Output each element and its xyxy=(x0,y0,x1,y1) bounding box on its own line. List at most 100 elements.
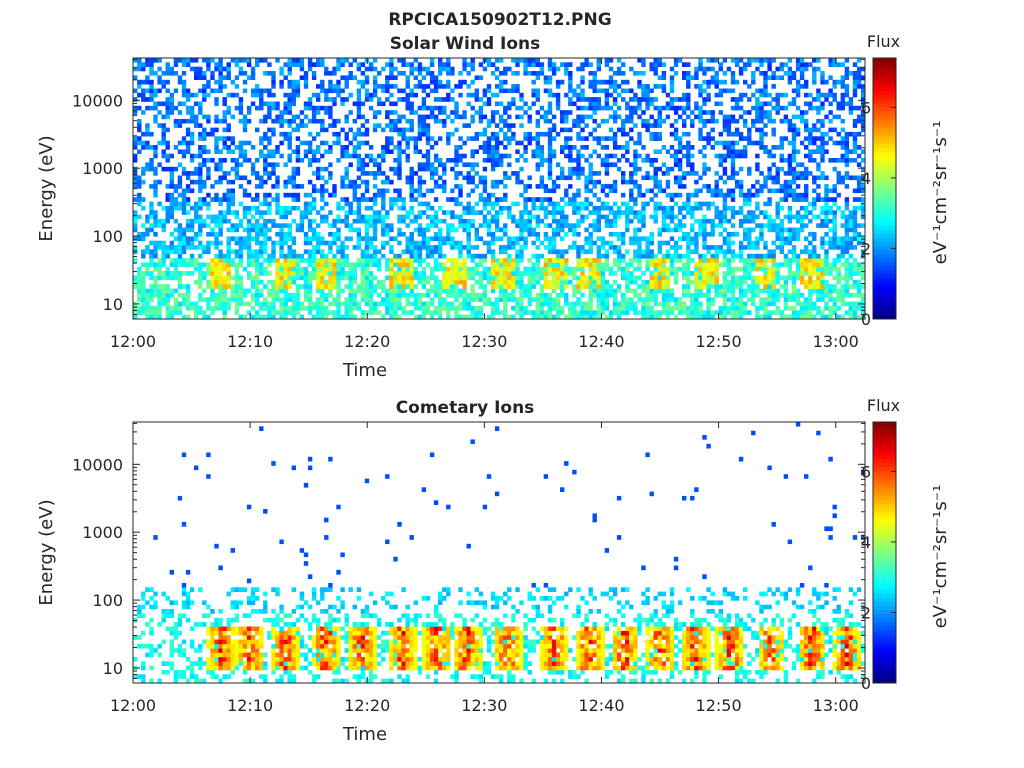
heatmap-cell xyxy=(446,279,451,285)
heatmap-cell xyxy=(722,114,728,120)
heatmap-cell xyxy=(527,114,532,120)
heatmap-cell xyxy=(718,175,723,181)
heatmap-cell xyxy=(145,123,150,128)
heatmap-cell xyxy=(694,262,699,268)
heatmap-cell xyxy=(482,88,488,94)
heatmap-cell xyxy=(462,140,467,146)
heatmap-cell xyxy=(316,301,321,307)
heatmap-cell xyxy=(633,258,638,263)
heatmap-cell xyxy=(539,205,545,211)
heatmap-cell xyxy=(316,245,321,250)
heatmap-cell xyxy=(494,284,500,289)
heatmap-cell xyxy=(307,179,313,185)
heatmap-cell xyxy=(149,310,154,315)
heatmap-cell xyxy=(690,310,695,315)
heatmap-cell xyxy=(173,205,179,211)
heatmap-cell xyxy=(425,262,431,268)
heatmap-cell xyxy=(311,236,317,241)
heatmap-cell xyxy=(409,127,414,133)
heatmap-cell xyxy=(234,145,240,150)
heatmap-cell xyxy=(645,240,650,246)
heatmap-cell xyxy=(368,153,374,159)
heatmap-cell xyxy=(377,301,382,307)
heatmap-cell xyxy=(356,127,362,133)
heatmap-cell xyxy=(612,292,618,298)
heatmap-cell xyxy=(328,105,333,111)
heatmap-cell xyxy=(438,71,443,76)
heatmap-cell xyxy=(275,118,280,124)
heatmap-cell xyxy=(417,166,423,172)
heatmap-cell xyxy=(686,305,691,311)
heatmap-cell xyxy=(555,232,561,237)
heatmap-cell xyxy=(234,75,240,80)
heatmap-cell xyxy=(364,232,370,237)
heatmap-cell xyxy=(478,175,484,181)
heatmap-cell xyxy=(458,240,463,246)
heatmap-cell xyxy=(690,297,695,302)
heatmap-cell xyxy=(226,258,231,263)
heatmap-cell xyxy=(637,153,642,159)
heatmap-cell xyxy=(348,266,353,272)
heatmap-cell xyxy=(385,62,390,67)
heatmap-cell xyxy=(405,127,410,133)
heatmap-cell xyxy=(470,149,475,154)
heatmap-cell xyxy=(523,223,528,228)
heatmap-cell xyxy=(677,136,683,141)
heatmap-cell xyxy=(263,284,268,289)
heatmap-cell xyxy=(372,162,378,168)
heatmap-cell xyxy=(503,258,508,263)
heatmap-cell xyxy=(177,275,183,281)
heatmap-cell xyxy=(686,79,691,85)
heatmap-cell xyxy=(665,297,671,302)
heatmap-cell xyxy=(576,66,581,72)
heatmap-cell xyxy=(669,236,675,241)
heatmap-cell xyxy=(218,118,223,124)
heatmap-cell xyxy=(283,310,288,315)
heatmap-cell xyxy=(324,71,329,76)
heatmap-cell xyxy=(320,266,325,272)
heatmap-cell xyxy=(490,179,496,185)
heatmap-cell xyxy=(356,262,362,268)
heatmap-cell xyxy=(645,288,650,294)
heatmap-cell xyxy=(189,136,195,141)
heatmap-cell xyxy=(543,310,549,315)
heatmap-cell xyxy=(645,314,650,320)
heatmap-cell xyxy=(551,201,557,207)
heatmap-cell xyxy=(669,75,675,80)
heatmap-cell xyxy=(466,253,471,259)
heatmap-cell xyxy=(360,192,366,198)
heatmap-cell xyxy=(169,71,174,76)
heatmap-cell xyxy=(299,118,305,124)
heatmap-cell xyxy=(153,240,158,246)
heatmap-cell xyxy=(189,188,195,194)
heatmap-cell xyxy=(568,279,573,285)
heatmap-cell xyxy=(450,271,455,276)
heatmap-cell xyxy=(153,218,158,224)
heatmap-cell xyxy=(385,227,390,233)
heatmap-cell xyxy=(494,271,500,276)
heatmap-cell xyxy=(661,288,667,294)
heatmap-cell xyxy=(560,79,565,85)
heatmap-cell xyxy=(673,249,679,255)
heatmap-cell xyxy=(694,301,699,307)
heatmap-cell xyxy=(438,66,443,72)
heatmap-cell xyxy=(706,97,711,102)
heatmap-cell xyxy=(734,101,740,107)
heatmap-cell xyxy=(417,149,423,154)
heatmap-cell xyxy=(702,153,707,159)
heatmap-cell xyxy=(621,79,626,85)
heatmap-cell xyxy=(210,58,215,63)
heatmap-cell xyxy=(194,171,199,176)
heatmap-cell xyxy=(490,218,496,224)
heatmap-cell xyxy=(604,62,610,67)
heatmap-cell xyxy=(555,275,561,281)
heatmap-cell xyxy=(454,275,459,281)
heatmap-cell xyxy=(555,175,561,181)
heatmap-cell xyxy=(226,92,231,98)
heatmap-cell xyxy=(535,292,540,298)
heatmap-cell xyxy=(141,297,146,302)
heatmap-cell xyxy=(275,201,280,207)
heatmap-cell xyxy=(169,97,174,102)
heatmap-cell xyxy=(344,271,349,276)
heatmap-cell xyxy=(568,201,573,207)
